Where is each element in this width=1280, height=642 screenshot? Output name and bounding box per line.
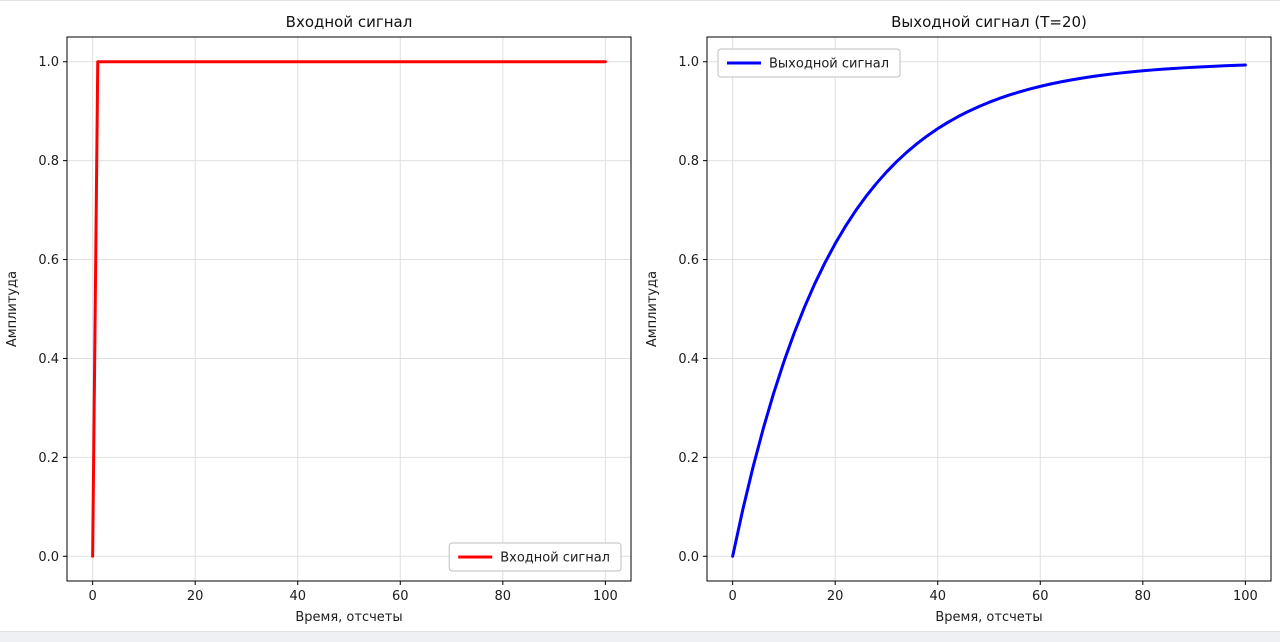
x-axis-label: Время, отсчеты: [935, 610, 1042, 625]
legend-box: [448, 542, 622, 572]
series-line: [731, 63, 1247, 558]
chart-title-input: Входной сигнал: [285, 13, 413, 31]
x-tick-label: 40: [929, 589, 946, 604]
chart-title-output: Выходной сигнал (T=20): [891, 13, 1087, 31]
axes-frame: [706, 36, 1272, 582]
input-signal-chart: 0 20 40 60 80 100 0.0 0.2 0.4 0.6 0.8 1.0 Время, отс…: [5, 36, 632, 625]
legend-label: Выходной сигнал: [769, 57, 889, 72]
x-tick-label: 80: [495, 589, 512, 604]
y-tick-label: 1.0: [678, 55, 699, 70]
y-tick-label: 0.8: [678, 154, 699, 169]
y-tick-label: 1.0: [38, 55, 59, 70]
y-axis-label: Амплитуда: [645, 271, 660, 347]
x-tick-label: 100: [1233, 589, 1258, 604]
x-tick-label: 0: [88, 589, 96, 604]
output-signal-chart: 0 20 40 60 80 100 0.0 0.2 0.4 0.6 0.8 1.0 Время, отс…: [645, 36, 1272, 625]
legend-box: [717, 48, 901, 78]
y-tick-label: 0.0: [38, 550, 59, 565]
axes-frame: [66, 36, 632, 582]
y-tick-label: 0.4: [38, 352, 59, 367]
x-tick-label: 100: [593, 589, 618, 604]
x-tick-label: 80: [1135, 589, 1152, 604]
y-tick-label: 0.6: [678, 253, 699, 268]
y-axis-label: Амплитуда: [5, 271, 20, 347]
window-bottom-strip: [0, 631, 1280, 642]
subplot-input-signal: Входной сигнал 0 20 40 60 80 100 0.0 0.2 0.4 0.6 0…: [0, 1, 640, 631]
x-axis-label: Время, отсчеты: [295, 610, 402, 625]
y-tick-label: 0.8: [38, 154, 59, 169]
subplot-output-signal: Выходной сигнал (T=20) 0 20 40 60 80 100 0.0 0.…: [640, 1, 1280, 631]
y-tick-label: 0.6: [38, 253, 59, 268]
series-line: [91, 60, 607, 558]
x-tick-label: 0: [728, 589, 736, 604]
x-tick-label: 20: [187, 589, 204, 604]
legend-label: Входной сигнал: [500, 551, 610, 566]
x-tick-label: 60: [1032, 589, 1049, 604]
x-tick-label: 40: [289, 589, 306, 604]
y-tick-label: 0.2: [38, 451, 59, 466]
x-tick-label: 20: [827, 589, 844, 604]
x-tick-label: 60: [392, 589, 409, 604]
y-tick-label: 0.2: [678, 451, 699, 466]
y-tick-label: 0.4: [678, 352, 699, 367]
y-tick-label: 0.0: [678, 550, 699, 565]
